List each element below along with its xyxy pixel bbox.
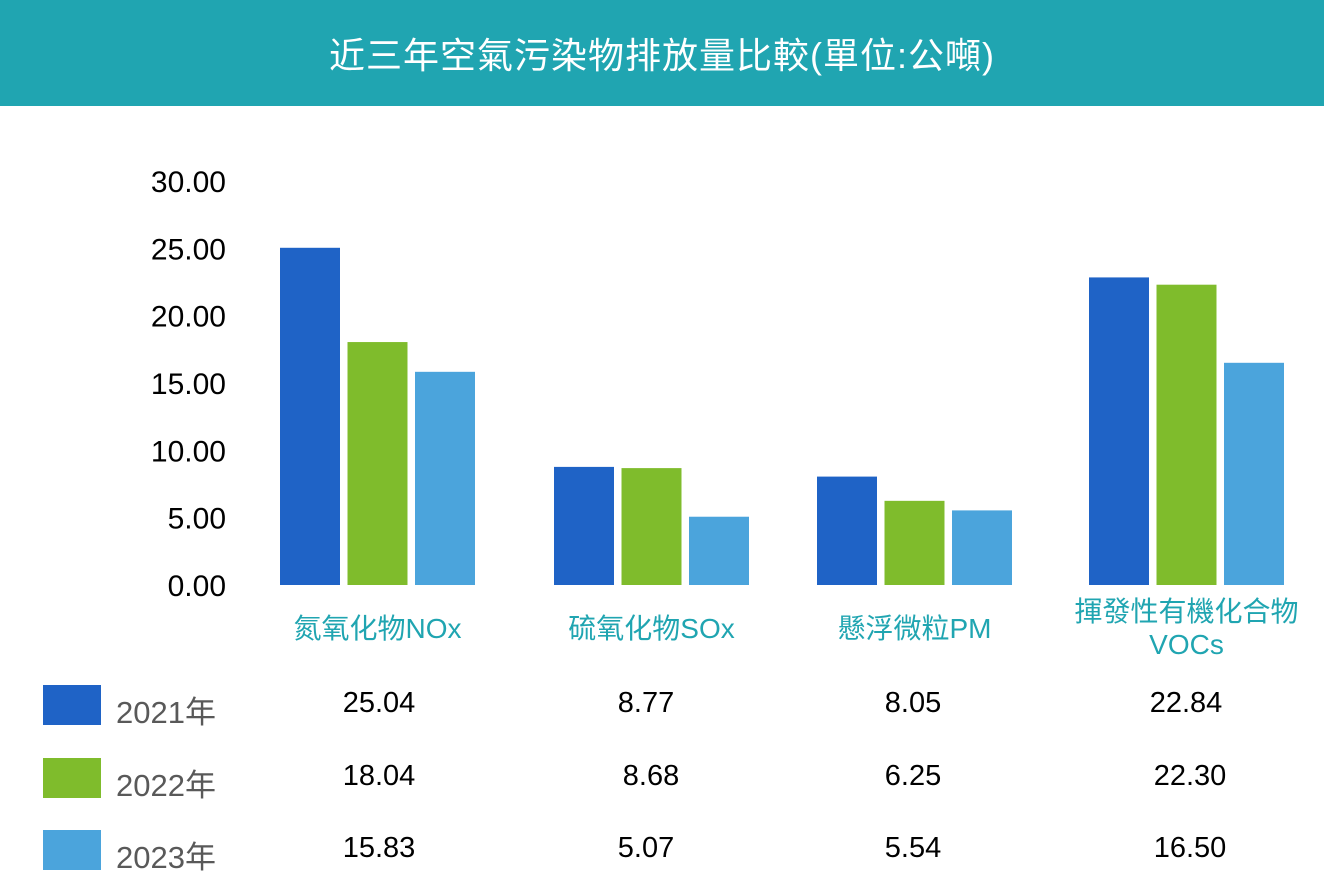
- table-cell: 15.83: [342, 832, 416, 864]
- table-cell: 18.04: [342, 760, 416, 792]
- table-cell: 25.04: [342, 687, 416, 719]
- table-cell: 5.54: [884, 832, 942, 864]
- bar: [1224, 362, 1284, 585]
- x-category-label: 揮發性有機化合物 VOCs: [1074, 596, 1298, 660]
- table-cell: 8.77: [617, 687, 675, 719]
- bar: [554, 466, 614, 585]
- bar: [1089, 277, 1149, 585]
- x-category-label-line: VOCs: [1149, 629, 1224, 660]
- bar-chart: 0.00 5.00 10.00 15.00 20.00 25.00 30.00 氮氧化物NOx…: [151, 166, 1299, 660]
- table-row: 2022年 18.04 8.68 6.25 22.30: [0, 756, 1324, 803]
- legend-swatch-2021: [43, 685, 101, 725]
- y-tick-label: 25.00: [151, 233, 226, 266]
- bar: [415, 371, 475, 585]
- x-category-label: 硫氧化物SOx: [568, 613, 734, 644]
- y-tick-label: 30.00: [151, 166, 226, 199]
- y-tick-label: 5.00: [168, 503, 226, 536]
- chart-header: 近三年空氣污染物排放量比較(單位:公噸): [0, 0, 1324, 106]
- table-cell: 8.68: [622, 760, 680, 792]
- bar: [621, 468, 682, 585]
- legend-swatch-2023: [43, 830, 101, 870]
- table-cell: 22.30: [1153, 760, 1227, 792]
- bar: [689, 516, 749, 585]
- legend-swatch-2022: [43, 758, 101, 798]
- y-tick-label: 0.00: [168, 570, 226, 603]
- x-category-label-line: 硫氧化物SOx: [568, 613, 734, 644]
- bar: [884, 500, 945, 585]
- x-category-label-line: 懸浮微粒PM: [837, 613, 991, 644]
- table-cell: 6.25: [884, 760, 942, 792]
- legend-label-2022: 2022年: [116, 768, 216, 803]
- table-cell: 5.07: [617, 832, 675, 864]
- table-row: 2021年 25.04 8.77 8.05 22.84: [0, 683, 1324, 730]
- table-cell: 8.05: [884, 687, 942, 719]
- x-category-label-line: 揮發性有機化合物: [1074, 596, 1298, 627]
- bar: [347, 342, 408, 585]
- table-cell: 22.84: [1149, 687, 1223, 719]
- table-row: 2023年 15.83 5.07 5.54 16.50: [0, 828, 1324, 875]
- legend-label-2023: 2023年: [116, 840, 216, 875]
- x-category-label-line: 氮氧化物NOx: [293, 613, 461, 644]
- table-cell: 16.50: [1153, 832, 1227, 864]
- bar: [952, 510, 1012, 585]
- chart-title: 近三年空氣污染物排放量比較(單位:公噸): [329, 35, 995, 76]
- y-tick-label: 10.00: [151, 435, 226, 468]
- bar: [1156, 284, 1217, 585]
- x-category-label: 懸浮微粒PM: [837, 613, 991, 644]
- bar: [817, 476, 877, 585]
- legend-label-2021: 2021年: [116, 695, 216, 730]
- x-category-label: 氮氧化物NOx: [293, 613, 461, 644]
- bar: [280, 247, 340, 585]
- y-tick-label: 15.00: [151, 368, 226, 401]
- y-tick-label: 20.00: [151, 301, 226, 334]
